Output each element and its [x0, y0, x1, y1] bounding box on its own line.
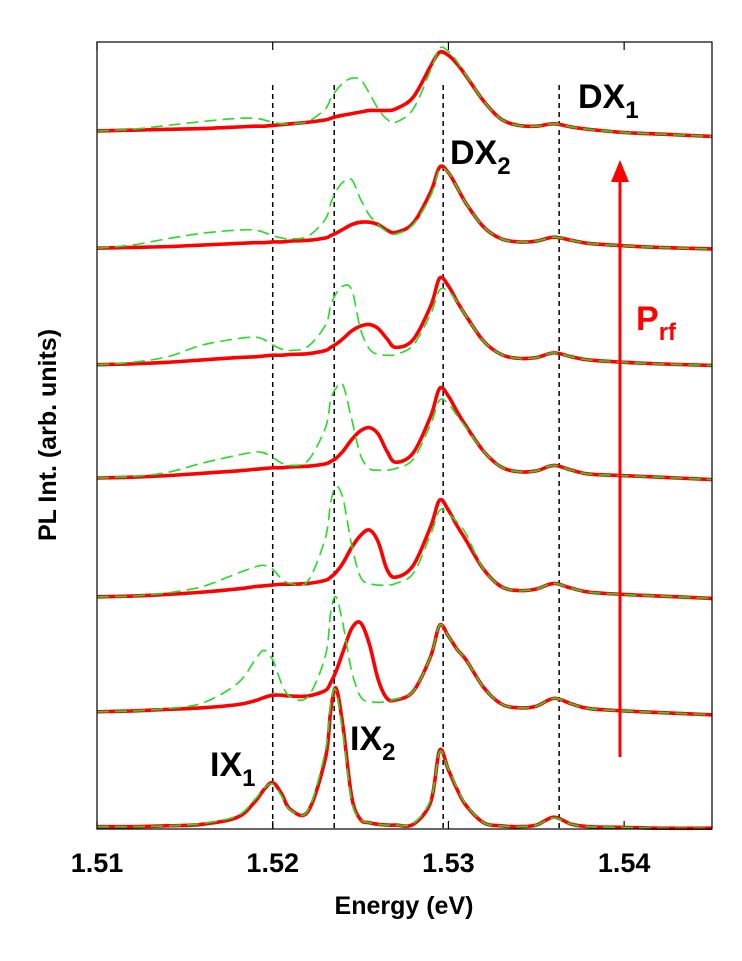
- annotation-subscript: 2: [497, 153, 510, 180]
- annotation-text: DX: [450, 134, 498, 172]
- annotation-text: IX: [210, 746, 242, 784]
- spectrum-dashed: [96, 382, 713, 481]
- annotation-subscript: 2: [382, 739, 395, 766]
- spectrum-dashed: [96, 46, 713, 138]
- x-axis-label: Energy (eV): [335, 892, 474, 920]
- x-tick-label: 1.51: [71, 848, 124, 878]
- annotation: Prf: [636, 300, 677, 346]
- arrow-head: [611, 160, 629, 182]
- spectrum-dashed: [96, 167, 713, 250]
- x-tick-label: 1.52: [246, 848, 299, 878]
- annotation-text: DX: [578, 78, 626, 116]
- plot-area: [96, 42, 713, 831]
- annotation-subscript: 1: [242, 765, 255, 792]
- annotation-text: IX: [350, 720, 382, 758]
- spectrum-dashed: [96, 284, 713, 367]
- annotation: IX1: [210, 746, 255, 792]
- annotation-subscript: rf: [659, 319, 677, 346]
- annotation-text: P: [636, 300, 659, 338]
- spectrum-dashed: [96, 485, 713, 600]
- spectrum: [96, 497, 713, 601]
- annotation: DX1: [578, 78, 639, 124]
- x-tick-label: 1.53: [422, 848, 475, 878]
- plot-frame: [96, 41, 713, 830]
- spectrum-dashed: [96, 688, 713, 830]
- y-axis-label: PL Int. (arb. units): [34, 329, 62, 541]
- annotation: DX2: [450, 134, 511, 180]
- annotation-subscript: 1: [625, 97, 638, 124]
- x-tick-label: 1.54: [598, 848, 651, 878]
- annotation: IX2: [350, 720, 395, 766]
- spectrum-dashed: [96, 595, 713, 716]
